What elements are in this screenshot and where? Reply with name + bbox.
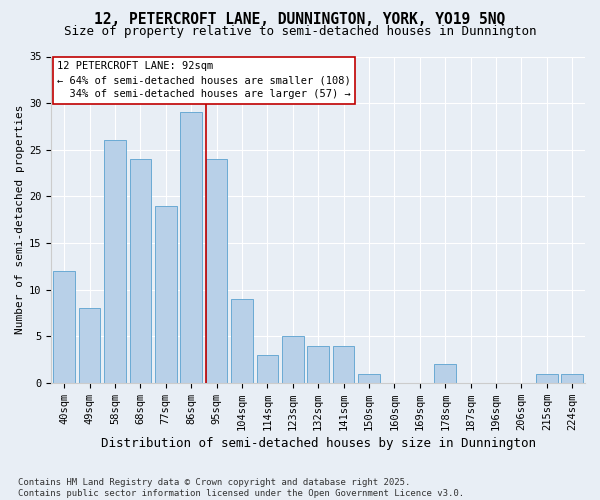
Bar — [333, 346, 355, 383]
Bar — [79, 308, 100, 383]
Bar — [104, 140, 126, 383]
Y-axis label: Number of semi-detached properties: Number of semi-detached properties — [15, 105, 25, 334]
Bar — [231, 299, 253, 383]
Text: Size of property relative to semi-detached houses in Dunnington: Size of property relative to semi-detach… — [64, 25, 536, 38]
Text: Contains HM Land Registry data © Crown copyright and database right 2025.
Contai: Contains HM Land Registry data © Crown c… — [18, 478, 464, 498]
Bar — [130, 159, 151, 383]
Bar — [282, 336, 304, 383]
Bar — [307, 346, 329, 383]
Bar — [434, 364, 456, 383]
Text: 12 PETERCROFT LANE: 92sqm
← 64% of semi-detached houses are smaller (108)
  34% : 12 PETERCROFT LANE: 92sqm ← 64% of semi-… — [57, 62, 350, 100]
X-axis label: Distribution of semi-detached houses by size in Dunnington: Distribution of semi-detached houses by … — [101, 437, 536, 450]
Bar — [53, 271, 75, 383]
Bar — [536, 374, 557, 383]
Bar — [181, 112, 202, 383]
Bar — [562, 374, 583, 383]
Bar — [206, 159, 227, 383]
Bar — [257, 355, 278, 383]
Text: 12, PETERCROFT LANE, DUNNINGTON, YORK, YO19 5NQ: 12, PETERCROFT LANE, DUNNINGTON, YORK, Y… — [94, 12, 506, 28]
Bar — [358, 374, 380, 383]
Bar — [155, 206, 176, 383]
